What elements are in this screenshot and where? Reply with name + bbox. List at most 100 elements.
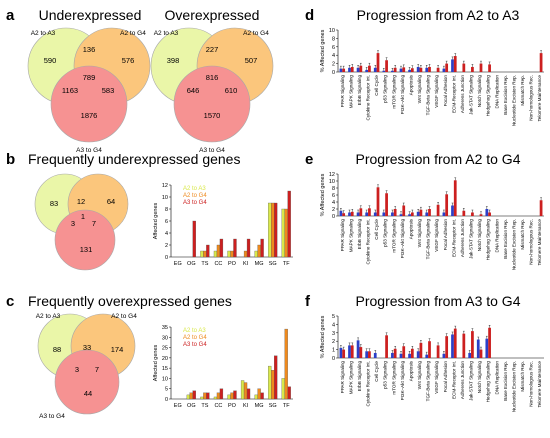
- y-tick-label: 12: [329, 172, 335, 178]
- bar: [402, 205, 406, 216]
- y-tick-label: 20: [162, 356, 168, 362]
- y-tick-label: 2: [332, 207, 335, 213]
- venn-label-a2g4: A2 to G4: [243, 30, 269, 37]
- x-tick-label: Nucleotide Excision Rep.: [511, 75, 516, 126]
- panel-label-f: f: [305, 293, 311, 310]
- bar: [393, 67, 397, 72]
- x-tick-label: p53 Signaling: [383, 219, 388, 247]
- y-tick-label: 25: [162, 346, 168, 352]
- x-tick-label: Mismatch Rep.: [520, 219, 525, 250]
- panel-label-e: e: [305, 151, 313, 168]
- x-tick-label: Non-homologous Rec.: [529, 361, 534, 407]
- x-tick-label: Cytokine Receptor Int.: [366, 361, 371, 406]
- bar: [373, 212, 377, 216]
- bar: [442, 353, 446, 358]
- bar: [186, 394, 190, 400]
- bar: [365, 69, 369, 72]
- venn-count: 83: [50, 199, 58, 208]
- bar: [339, 68, 343, 72]
- venn-label-a2a3: A2 to A3: [36, 313, 61, 320]
- y-axis-label: Affected genes: [153, 202, 159, 239]
- venn-count: 646: [187, 86, 200, 95]
- venn-count: 1: [81, 212, 85, 221]
- x-tick-label: TS: [201, 403, 208, 409]
- bar: [246, 238, 251, 258]
- x-tick-label: Hedgehog Signaling: [486, 75, 491, 117]
- title-freq-under: Frequently underexpressed genes: [28, 151, 240, 167]
- bar: [453, 56, 457, 72]
- y-tick-label: 4: [165, 231, 168, 237]
- bar: [219, 238, 224, 258]
- venn-count: 131: [80, 245, 93, 254]
- y-tick-label: 15: [162, 366, 168, 372]
- x-tick-label: PPAR Signaling: [340, 75, 345, 108]
- venn-count: 33: [83, 343, 91, 352]
- bar: [382, 70, 386, 72]
- bar: [260, 392, 264, 400]
- bar: [359, 65, 363, 72]
- panel-label-d: d: [305, 7, 314, 24]
- bar: [359, 208, 363, 216]
- y-tick-label: 8: [332, 186, 335, 192]
- y-tick-label: 6: [332, 45, 335, 51]
- panel-label-b: b: [6, 151, 15, 168]
- bar-chart-freq-over: 0 5 10 15 20 25 30 35 Affected genes EG OG TS CC PO KI…: [153, 325, 293, 409]
- bar: [385, 335, 388, 358]
- x-tick-label: Mismatch Rep.: [520, 75, 525, 106]
- x-tick-label: CC: [214, 261, 222, 267]
- bar: [451, 205, 454, 216]
- legend-entry: A3 to G4: [183, 342, 207, 348]
- x-tick-label: Notch Signaling: [477, 361, 482, 394]
- x-tick-label: Nucleotide Excision Rep.: [511, 361, 516, 412]
- bar: [436, 204, 440, 216]
- bar: [271, 202, 275, 258]
- y-tick-label: 4: [332, 322, 335, 328]
- venn-count: 1876: [81, 111, 98, 120]
- title-overexpressed: Overexpressed: [165, 7, 260, 23]
- bar: [230, 250, 234, 258]
- venn-freq-over: A2 to A3 A2 to G4 A3 to G4 88 33 174 3 7…: [36, 313, 138, 420]
- bar: [453, 180, 457, 216]
- y-tick-label: 30: [162, 335, 168, 341]
- bar: [281, 208, 285, 258]
- bar: [471, 331, 474, 358]
- bar: [428, 341, 431, 358]
- bar: [342, 68, 346, 72]
- x-tick-label: DNA Replication: [494, 361, 499, 395]
- bar: [428, 209, 431, 216]
- y-tick-label: 10: [162, 195, 168, 201]
- y-tick-label: 2: [332, 62, 335, 68]
- bar: [445, 336, 449, 358]
- y-tick-label: 0: [165, 397, 168, 403]
- x-tick-label: ErbB Signaling: [357, 361, 362, 392]
- x-tick-label: Telomere Maintenance: [537, 219, 542, 266]
- bar: [233, 238, 237, 258]
- bar: [350, 345, 354, 358]
- x-tick-label: MG: [255, 403, 264, 409]
- x-tick-label: CC: [214, 403, 222, 409]
- x-tick-label: VEGF Signaling: [434, 75, 439, 108]
- x-tick-label: ECM-Receptor Int.: [451, 361, 456, 399]
- bar: [410, 348, 414, 358]
- x-tick-label: Base Excision Rep.: [503, 75, 508, 115]
- bar: [254, 250, 258, 258]
- x-tick-label: mTOR Signaling: [391, 361, 396, 395]
- bar: [416, 211, 420, 216]
- panel-label-a: a: [6, 7, 15, 24]
- bar: [339, 210, 343, 216]
- bar-chart-a2-a3: 0 2 4 6 8 10% Affected genes PPAR Signaling MAP…: [320, 28, 544, 126]
- bar: [200, 396, 204, 400]
- bar: [402, 346, 406, 358]
- y-tick-label: 35: [162, 325, 168, 331]
- x-tick-label: VEGF Signaling: [434, 361, 439, 394]
- x-tick-label: Focal Adhesion: [443, 219, 448, 251]
- venn-count: 7: [92, 219, 96, 228]
- venn-circle-a3g4: [54, 209, 116, 271]
- x-tick-label: TF: [283, 403, 290, 409]
- x-tick-label: Wnt Signaling: [417, 219, 422, 248]
- bar: [348, 67, 351, 72]
- venn-count: 398: [167, 56, 180, 65]
- bar: [348, 345, 351, 358]
- bar: [287, 386, 291, 400]
